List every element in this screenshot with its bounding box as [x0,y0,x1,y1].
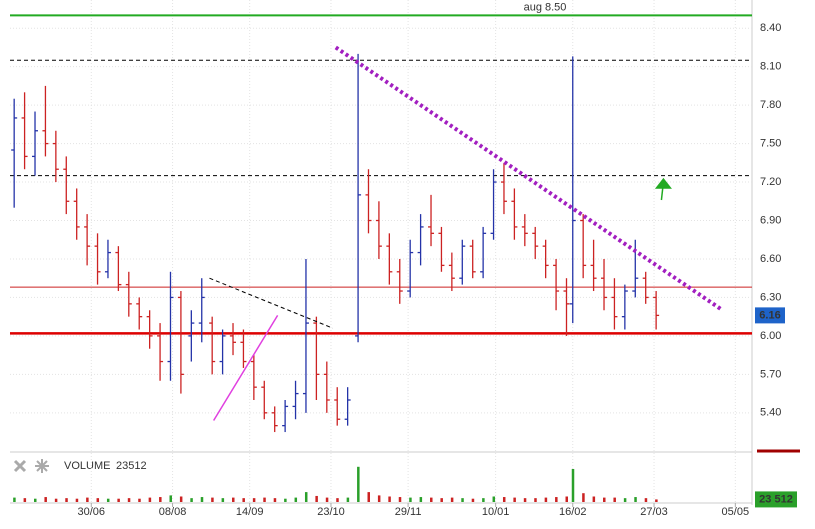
volume-bar [502,497,506,502]
volume-bar [523,498,527,502]
volume-bar [634,497,637,502]
y-tick-label: 6.30 [760,291,781,303]
volume-bar [232,497,235,502]
x-tick-label: 05/05 [722,506,750,518]
y-tick-label: 6.00 [760,330,781,342]
volume-bar [346,497,350,502]
volume-bar [398,497,402,502]
volume-bar [106,498,110,502]
volume-bar [273,498,277,502]
y-tick-label: 7.50 [760,137,781,149]
last-price-box [755,307,785,324]
volume-bar [409,497,412,502]
arrow [654,177,672,201]
x-tick-label: 08/08 [159,506,187,518]
panel-icons[interactable] [13,459,49,473]
volume-bar [534,498,537,502]
volume-bar [555,497,558,502]
y-tick-label: 8.10 [760,61,781,73]
y-tick-label: 7.80 [760,99,781,111]
trend-line [209,277,334,329]
volume-bar [513,497,516,502]
volume-bar [492,496,496,502]
volume-bar [242,498,245,502]
volume-bar [75,498,79,502]
y-tick-label: 6.90 [760,214,781,226]
volume-bar [294,497,298,502]
volume-bar [252,498,256,502]
x-tick-label: 10/01 [482,506,510,518]
volume-bar [644,498,648,502]
volume-bar [221,498,225,502]
last-price-label: 6.16 [759,309,780,321]
volume-bar [44,497,47,502]
volume-bar [169,495,172,502]
volume-bar [544,497,548,502]
volume-bar [565,496,568,502]
settings-icon[interactable] [35,459,49,473]
volume-bar [200,497,204,502]
x-tick-label: 14/09 [236,506,264,518]
volume-bar [471,498,475,502]
line-label: aug 8.50 [524,1,567,13]
volume-bar [13,497,16,502]
y-tick-label: 6.60 [760,253,781,265]
volume-bar [440,498,443,502]
volume-bar [419,497,423,502]
volume-bar [65,498,68,502]
volume-bar [367,492,370,502]
volume-bar [54,498,58,502]
volume-bar [263,497,266,502]
y-tick-label: 8.40 [760,22,781,34]
volume-bar [430,497,433,502]
volume-bar [148,497,152,502]
volume-bar [96,498,100,502]
volume-value: 23512 [116,460,147,472]
volume-bar [592,496,596,502]
volume-bar [571,469,575,502]
volume-bar [357,466,360,502]
volume-bar [315,495,318,502]
volume-bar [127,498,131,502]
volume-bar [613,497,616,502]
y-tick-label: 5.40 [760,407,781,419]
volume-bar [336,498,339,502]
volume-bar [34,498,37,502]
volume-bar [190,498,193,502]
y-tick-label: 7.20 [760,176,781,188]
last-volume-box [755,491,797,508]
y-tick-label: 5.70 [760,368,781,380]
volume-bar [388,496,391,502]
volume-title: VOLUME [64,460,110,472]
x-tick-label: 30/06 [78,506,106,518]
volume-bar [304,492,308,502]
volume-bar [117,498,120,502]
x-tick-label: 27/03 [640,506,668,518]
volume-bar [623,498,627,502]
x-tick-label: 29/11 [395,506,422,518]
volume-bar [159,497,162,502]
last-volume-label: 23 512 [759,493,793,505]
x-tick-label: 16/02 [559,506,587,518]
close-icon[interactable] [13,459,27,473]
volume-bar [23,498,27,502]
volume-bar [211,497,214,502]
volume-bar [450,497,454,502]
volume-bar [325,497,329,502]
volume-bar [482,498,485,502]
trend-line [212,314,279,421]
volume-bar [179,496,183,502]
volume-bar [138,498,141,502]
volume-bar [86,497,89,502]
volume-bar [377,495,381,502]
volume-bar [582,493,585,502]
volume-bar [461,498,464,502]
volume-bar [603,497,606,502]
x-tick-label: 23/10 [317,506,345,518]
volume-bar [655,499,658,502]
volume-bar [284,498,287,502]
